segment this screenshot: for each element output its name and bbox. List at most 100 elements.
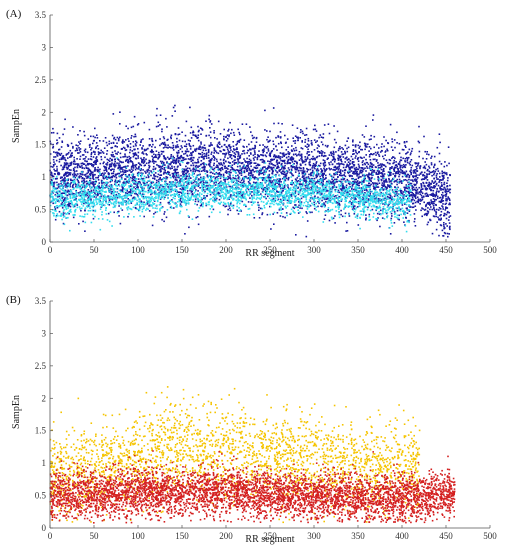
scatter-point [348, 171, 351, 173]
scatter-point [75, 175, 78, 177]
scatter-point [440, 179, 443, 181]
scatter-point [266, 187, 269, 190]
scatter-point [294, 171, 297, 173]
scatter-point [335, 195, 337, 197]
scatter-point [159, 114, 162, 116]
scatter-point [167, 144, 169, 146]
scatter-point [127, 145, 129, 148]
scatter-point [391, 166, 393, 168]
scatter-point [179, 203, 182, 205]
scatter-point [428, 203, 430, 205]
scatter-point [54, 194, 57, 196]
scatter-point [377, 164, 379, 167]
scatter-point [119, 174, 122, 177]
scatter-point [85, 193, 87, 196]
scatter-point [379, 189, 381, 191]
scatter-point [253, 170, 255, 173]
scatter-point [163, 220, 165, 223]
scatter-point [234, 153, 237, 156]
scatter-point [384, 197, 387, 199]
scatter-point [156, 107, 158, 110]
scatter-point [355, 155, 357, 157]
scatter-point [173, 176, 175, 179]
scatter-point [248, 168, 251, 170]
scatter-point [236, 169, 238, 171]
scatter-point [324, 205, 326, 207]
panel-a: (A) 0 50 100 150 200 250 300 350 400 450 50000.511… [6, 8, 497, 259]
scatter-point [357, 177, 360, 180]
scatter-point [88, 144, 91, 146]
scatter-point [352, 206, 355, 209]
scatter-point [414, 225, 417, 227]
scatter-point [108, 199, 111, 202]
scatter-point [272, 188, 274, 190]
scatter-point [210, 171, 212, 174]
scatter-point [52, 158, 55, 161]
scatter-point [379, 209, 382, 212]
scatter-point [266, 145, 269, 148]
scatter-point [342, 156, 345, 158]
scatter-point [283, 186, 286, 189]
scatter-point [255, 137, 258, 140]
scatter-point [63, 157, 66, 159]
scatter-point [388, 203, 390, 206]
scatter-point [444, 209, 447, 211]
scatter-point [105, 184, 108, 186]
scatter-point [329, 200, 331, 202]
scatter-point [444, 194, 447, 196]
scatter-point [436, 167, 439, 170]
scatter-point [389, 168, 391, 171]
scatter-point [231, 164, 234, 167]
scatter-point [407, 151, 409, 153]
scatter-point [109, 157, 111, 160]
scatter-point [199, 187, 201, 189]
scatter-point [161, 142, 164, 144]
scatter-point [192, 168, 194, 170]
scatter-point [431, 232, 434, 235]
scatter-point [171, 172, 174, 175]
scatter-point [324, 155, 327, 157]
scatter-point [243, 180, 245, 183]
scatter-point [313, 207, 316, 210]
scatter-point [343, 174, 345, 177]
scatter-point [159, 171, 162, 173]
scatter-point [135, 141, 138, 144]
scatter-point [109, 165, 111, 167]
scatter-point [375, 160, 378, 162]
scatter-point [389, 123, 392, 126]
scatter-point [203, 152, 205, 155]
scatter-point [331, 181, 334, 183]
scatter-point [282, 189, 284, 192]
scatter-point [356, 206, 359, 208]
scatter-point [74, 182, 77, 185]
scatter-point [394, 186, 396, 189]
scatter-point [265, 197, 267, 200]
scatter-point [217, 182, 220, 185]
scatter-point [119, 222, 122, 225]
scatter-point [285, 173, 287, 176]
scatter-point [163, 213, 165, 215]
scatter-point [284, 216, 286, 219]
scatter-point [66, 179, 69, 182]
scatter-point [176, 171, 178, 174]
scatter-point [96, 194, 99, 197]
scatter-point [175, 174, 178, 177]
scatter-point [293, 166, 296, 168]
scatter-point [354, 197, 357, 200]
scatter-point [212, 168, 215, 171]
scatter-point [230, 154, 233, 156]
scatter-point [307, 140, 310, 142]
scatter-point [97, 169, 100, 172]
scatter-point [56, 170, 58, 172]
scatter-point [165, 177, 168, 180]
scatter-point [370, 138, 372, 140]
scatter-point [414, 218, 416, 220]
scatter-point [301, 172, 304, 175]
scatter-point [161, 165, 164, 168]
scatter-point [352, 205, 355, 207]
scatter-point [405, 195, 407, 197]
scatter-point [227, 150, 230, 152]
scatter-point [383, 145, 385, 148]
scatter-point [322, 175, 324, 178]
scatter-point [254, 176, 256, 179]
